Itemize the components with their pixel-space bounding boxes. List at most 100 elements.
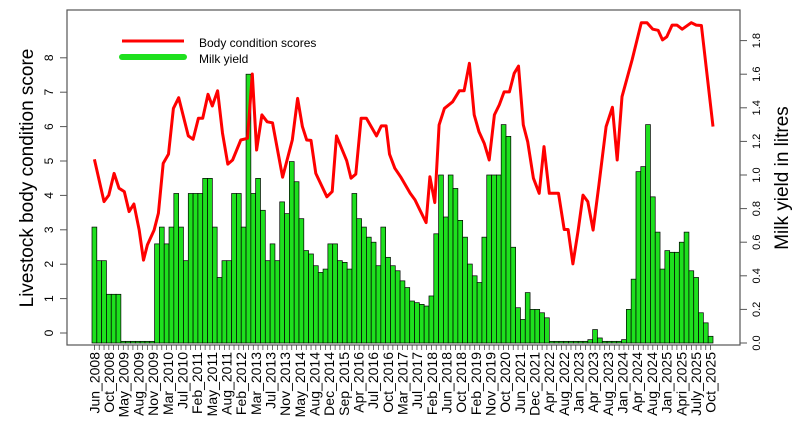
x-tick-label: Nov_2019 (483, 352, 499, 416)
milk-yield-bar (380, 226, 386, 344)
x-tick-label: Aug_2024 (644, 352, 660, 416)
milk-yield-bar (707, 335, 714, 344)
milk-yield-bar (385, 256, 391, 344)
x-tick-label: Jan_2025 (659, 352, 675, 414)
x-tick-label: Dec_2021 (527, 352, 543, 416)
milk-yield-bar (110, 293, 117, 344)
x-tick-label: Feb_2019 (468, 352, 484, 415)
milk-yield-bar (597, 337, 603, 344)
milk-yield-bars (91, 73, 714, 344)
milk-yield-bar (611, 340, 618, 344)
x-tick-label: Jul_2016 (365, 352, 381, 409)
milk-yield-bar (399, 280, 406, 344)
milk-yield-bar (313, 265, 319, 344)
milk-yield-bar (529, 309, 536, 344)
milk-yield-bar (635, 171, 642, 344)
left-y-tick-label: 3 (42, 226, 56, 233)
left-y-tick-label: 7 (42, 89, 56, 96)
milk-yield-bar (428, 295, 435, 344)
x-tick-label: Sep_2015 (336, 352, 352, 416)
x-tick-label: Oct_2008 (101, 352, 117, 413)
milk-yield-bar (414, 302, 420, 344)
x-tick-label: Aug_2014 (307, 352, 323, 416)
milk-yield-bar (115, 293, 122, 344)
milk-yield-bar (346, 268, 353, 344)
x-tick-label: May_2011 (204, 352, 220, 417)
milk-yield-bar (370, 241, 377, 344)
milk-yield-bar (544, 317, 550, 344)
milk-yield-bar (125, 340, 131, 344)
milk-yield-bar (375, 265, 382, 344)
x-tick-label: Oct_2018 (453, 352, 469, 413)
x-axis-labels: Jun_2008Oct_2008May_2009Aug_2009Nov_2009… (86, 352, 718, 418)
milk-yield-bar (573, 340, 579, 344)
x-tick-label: Feb_2012 (233, 352, 249, 415)
milk-yield-bar (101, 260, 107, 344)
milk-yield-bar (553, 340, 560, 344)
x-tick-label: Oct_2020 (497, 352, 513, 413)
milk-yield-bar (452, 188, 459, 344)
milk-yield-bar (703, 322, 709, 344)
milk-yield-bar (240, 226, 247, 344)
milk-yield-bar (558, 340, 565, 344)
milk-yield-bar (322, 268, 329, 344)
milk-yield-bar (144, 340, 151, 344)
right-y-tick-label: 1.8 (751, 33, 763, 48)
milk-yield-bar (563, 340, 569, 344)
left-y-axis: 0 1 2 3 4 5 6 7 8 (42, 54, 68, 336)
left-y-tick-label: 1 (42, 295, 56, 302)
milk-yield-bar (457, 220, 464, 344)
x-tick-label: Jun_2021 (512, 352, 528, 414)
milk-yield-bar (212, 226, 218, 344)
left-y-tick-label: 6 (42, 123, 56, 130)
milk-yield-bar (221, 260, 228, 344)
legend-label-bcs: Body condition scores (199, 36, 316, 50)
right-y-tick-label: 0.8 (751, 201, 763, 216)
right-y-tick-label: 0.0 (751, 335, 763, 350)
milk-yield-bar (163, 243, 170, 344)
milk-yield-bar (264, 260, 271, 344)
milk-yield-bar (601, 340, 608, 344)
milk-yield-bar (678, 241, 685, 344)
milk-yield-bar (462, 236, 468, 344)
milk-yield-bar (486, 174, 492, 344)
milk-yield-bar (159, 226, 165, 344)
milk-yield-bar (640, 166, 646, 344)
x-tick-label: May_2014 (292, 352, 308, 418)
left-y-tick-label: 5 (42, 157, 56, 164)
milk-yield-bar (630, 278, 637, 344)
x-tick-label: July_2025 (688, 352, 704, 416)
milk-yield-bar (447, 174, 454, 344)
left-y-axis-title: Livestock body condition score (17, 49, 38, 308)
x-tick-label: Feb_2018 (424, 352, 440, 415)
x-tick-label: Aug_2022 (556, 352, 572, 416)
milk-yield-bar (524, 292, 531, 344)
body-condition-line (92, 21, 715, 266)
milk-yield-bar (120, 340, 127, 344)
x-tick-label: Dec_2014 (321, 352, 337, 416)
milk-yield-bar (236, 193, 242, 344)
right-y-tick-label: 1.4 (751, 100, 763, 115)
left-y-tick-label: 8 (42, 54, 56, 61)
milk-yield-bar (438, 174, 444, 344)
milk-yield-bar (520, 319, 526, 344)
milk-yield-bar (664, 250, 671, 344)
milk-yield-bar (216, 277, 223, 344)
milk-yield-bar (231, 193, 237, 344)
milk-yield-bar (625, 309, 632, 344)
right-y-tick-label: 0.6 (751, 235, 763, 250)
x-tick-label: Apr_2022 (541, 352, 557, 413)
milk-yield-bar (693, 277, 699, 344)
milk-yield-bar (467, 263, 473, 344)
milk-yield-bar (332, 243, 338, 344)
milk-yield-bar (284, 213, 290, 344)
milk-yield-bar (168, 226, 175, 344)
milk-yield-bar (433, 233, 439, 344)
x-tick-label: Jun_2008 (86, 352, 102, 414)
milk-yield-bar (274, 260, 281, 344)
milk-yield-bar (688, 270, 695, 344)
milk-yield-bar (390, 265, 396, 344)
x-axis-ticks (94, 345, 711, 350)
milk-yield-bar (327, 243, 334, 344)
